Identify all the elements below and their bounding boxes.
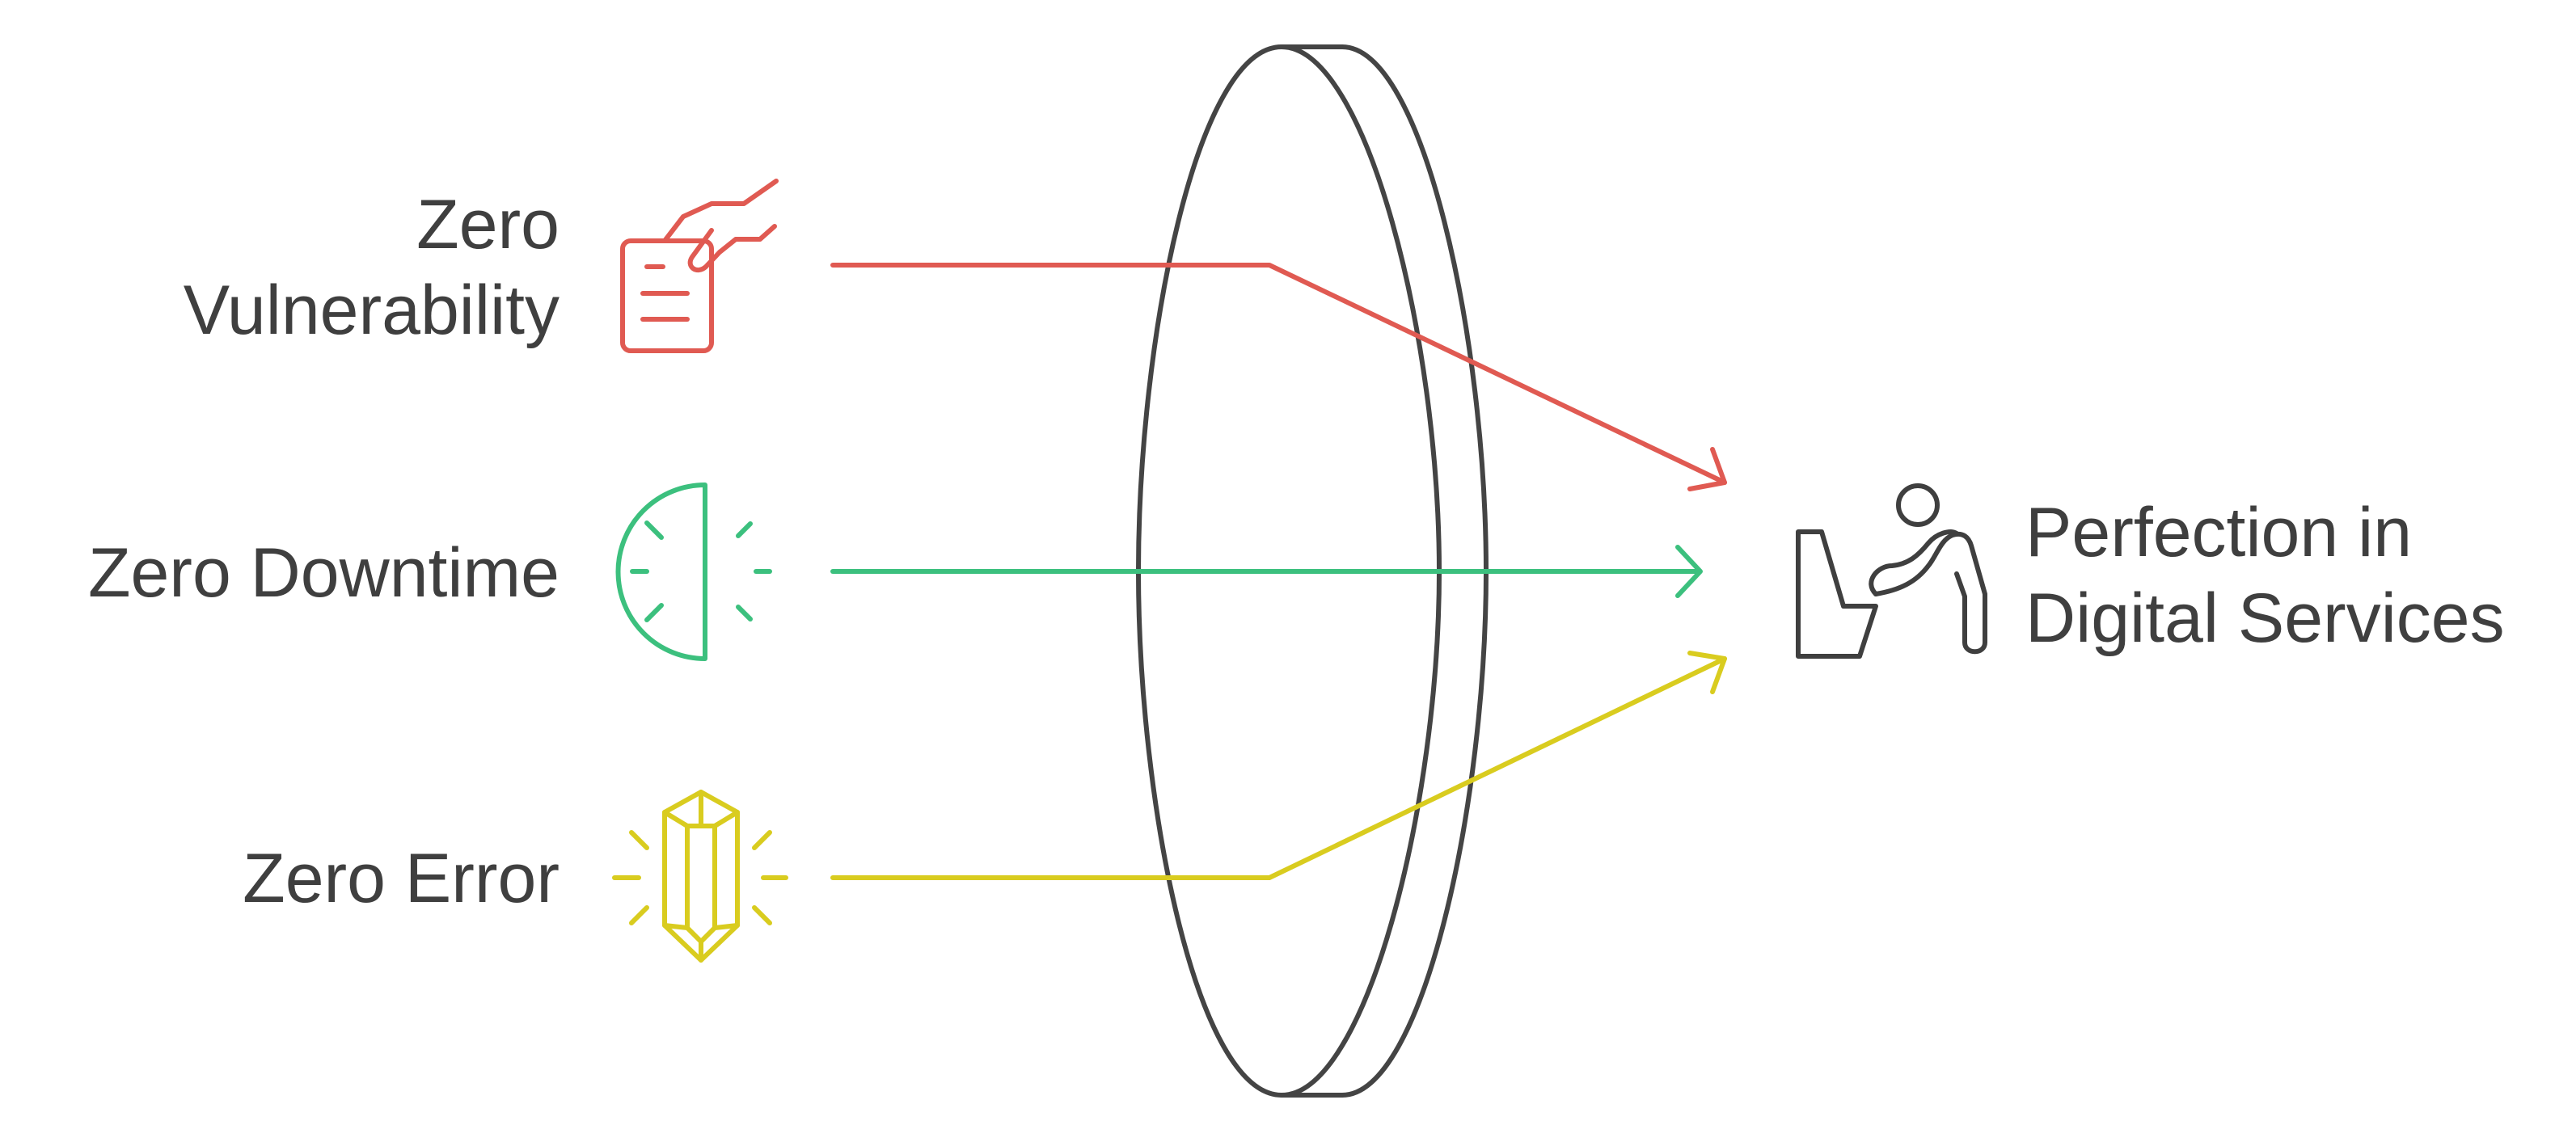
crystal-icon (612, 790, 788, 963)
output-label-line1: Perfection in (2025, 494, 2412, 571)
arrow-downtime (830, 545, 1703, 598)
arrow-vulnerability (830, 263, 1727, 491)
clipboard-hand-icon (620, 179, 779, 353)
label-downtime: Zero Downtime (88, 534, 560, 612)
label-vulnerability-line1: Zero (416, 186, 560, 263)
person-desk-icon (1796, 483, 1987, 659)
output-label-line2: Digital Services (2025, 579, 2505, 657)
label-vulnerability-line2: Vulnerability (184, 272, 560, 349)
half-clock-icon (615, 483, 772, 661)
label-error: Zero Error (243, 840, 560, 917)
arrow-error (830, 651, 1727, 880)
